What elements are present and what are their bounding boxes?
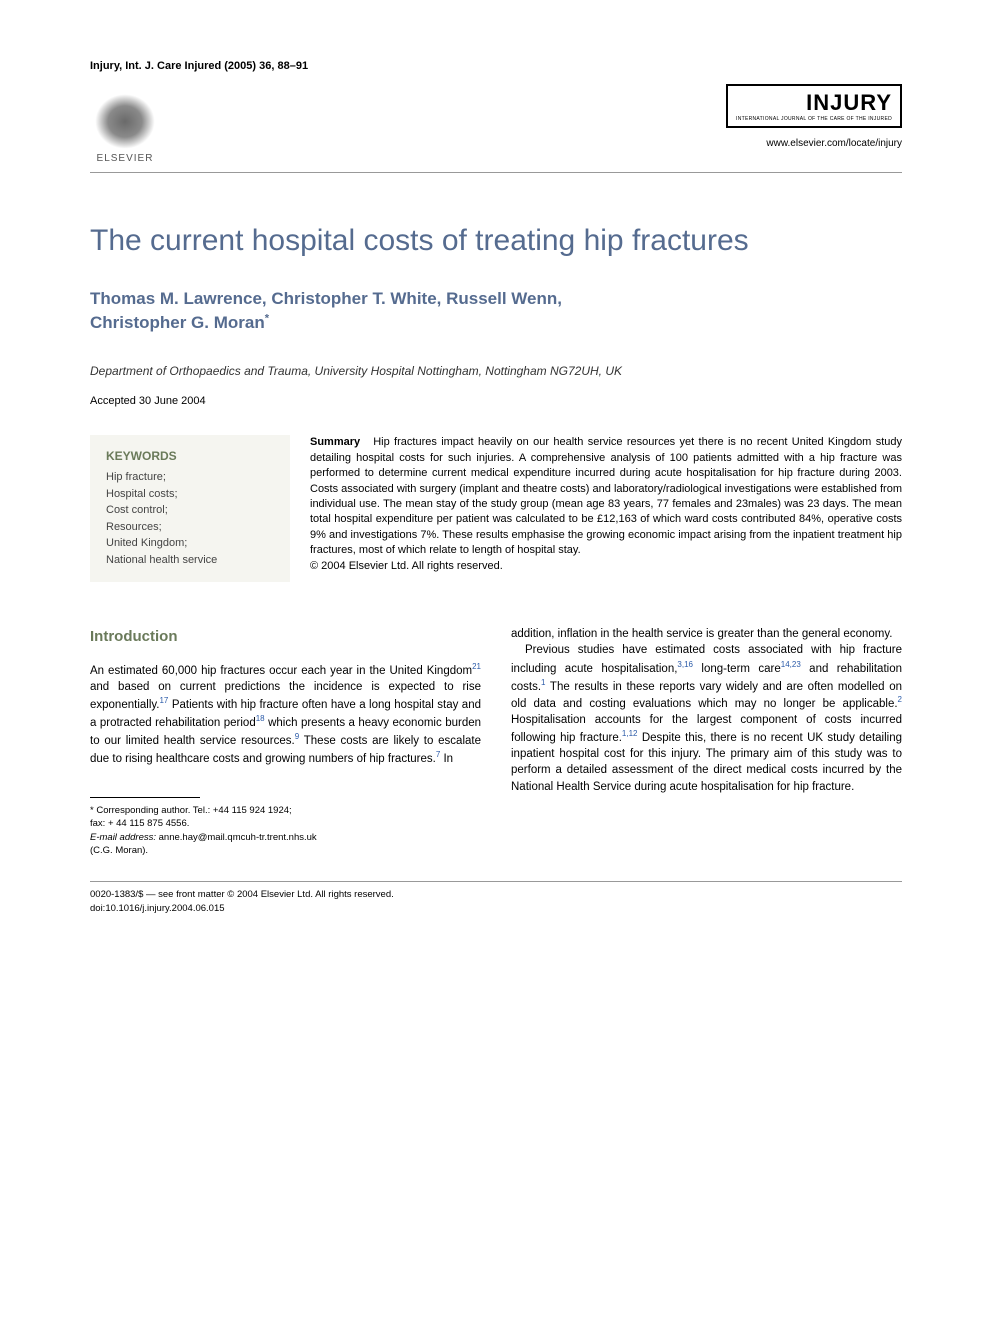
journal-subtitle: INTERNATIONAL JOURNAL OF THE CARE OF THE… — [736, 116, 892, 122]
keywords-box: KEYWORDS Hip fracture; Hospital costs; C… — [90, 435, 290, 582]
keyword: Resources; — [106, 519, 274, 536]
keyword: Hospital costs; — [106, 486, 274, 503]
text: An estimated 60,000 hip fractures occur … — [90, 665, 472, 677]
article-info: 0020-1383/$ — see front matter © 2004 El… — [90, 888, 902, 915]
summary: Summary Hip fractures impact heavily on … — [310, 435, 902, 582]
journal-name: INJURY — [736, 90, 892, 116]
intro-para-2: Previous studies have estimated costs as… — [511, 642, 902, 794]
section-heading-introduction: Introduction — [90, 626, 481, 647]
text: The results in these reports vary widely… — [511, 680, 902, 710]
fax: fax: + 44 115 875 4556. — [90, 817, 481, 830]
publisher-logo: ELSEVIER — [90, 84, 160, 164]
article-title: The current hospital costs of treating h… — [90, 223, 902, 259]
keywords-heading: KEYWORDS — [106, 449, 274, 463]
bottom-divider — [90, 881, 902, 882]
journal-url[interactable]: www.elsevier.com/locate/injury — [726, 138, 902, 149]
email-label: E-mail address: — [90, 832, 156, 843]
footnote: * Corresponding author. Tel.: +44 115 92… — [90, 804, 481, 857]
authors-line-2: Christopher G. Moran — [90, 313, 265, 332]
keyword: United Kingdom; — [106, 535, 274, 552]
ref-3-16[interactable]: 3,16 — [677, 660, 693, 669]
ref-2[interactable]: 2 — [898, 695, 902, 704]
footnote-divider — [90, 797, 200, 798]
doi: doi:10.1016/j.injury.2004.06.015 — [90, 902, 902, 915]
elsevier-tree-icon — [95, 94, 155, 149]
journal-block: INJURY INTERNATIONAL JOURNAL OF THE CARE… — [726, 84, 902, 149]
ref-18[interactable]: 18 — [256, 714, 265, 723]
keyword: Cost control; — [106, 502, 274, 519]
text: long-term care — [693, 662, 781, 674]
summary-copyright: © 2004 Elsevier Ltd. All rights reserved… — [310, 560, 503, 572]
ref-21[interactable]: 21 — [472, 662, 481, 671]
corresponding-mark: * — [265, 312, 269, 324]
intro-para-1: An estimated 60,000 hip fractures occur … — [90, 661, 481, 767]
email-address[interactable]: anne.hay@mail.qmcuh-tr.trent.nhs.uk — [156, 832, 317, 843]
accepted-date: Accepted 30 June 2004 — [90, 395, 902, 407]
corresponding-author: * Corresponding author. Tel.: +44 115 92… — [90, 804, 481, 817]
text: In — [440, 753, 453, 765]
keyword: National health service — [106, 552, 274, 569]
email-name: (C.G. Moran). — [90, 844, 481, 857]
keyword: Hip fracture; — [106, 469, 274, 486]
header-row: ELSEVIER INJURY INTERNATIONAL JOURNAL OF… — [90, 84, 902, 164]
issn-copyright: 0020-1383/$ — see front matter © 2004 El… — [90, 888, 902, 901]
ref-1-12[interactable]: 1,12 — [622, 729, 638, 738]
authors: Thomas M. Lawrence, Christopher T. White… — [90, 287, 902, 335]
summary-label: Summary — [310, 436, 360, 448]
intro-para-1-cont: addition, inflation in the health servic… — [511, 626, 902, 642]
column-right: addition, inflation in the health servic… — [511, 626, 902, 857]
journal-reference: Injury, Int. J. Care Injured (2005) 36, … — [90, 60, 902, 72]
publisher-name: ELSEVIER — [97, 153, 154, 164]
affiliation: Department of Orthopaedics and Trauma, U… — [90, 363, 902, 380]
header-divider — [90, 172, 902, 173]
journal-logo: INJURY INTERNATIONAL JOURNAL OF THE CARE… — [726, 84, 902, 128]
authors-line-1: Thomas M. Lawrence, Christopher T. White… — [90, 289, 562, 308]
column-left: Introduction An estimated 60,000 hip fra… — [90, 626, 481, 857]
summary-text: Hip fractures impact heavily on our heal… — [310, 436, 902, 556]
ref-14-23[interactable]: 14,23 — [781, 660, 801, 669]
